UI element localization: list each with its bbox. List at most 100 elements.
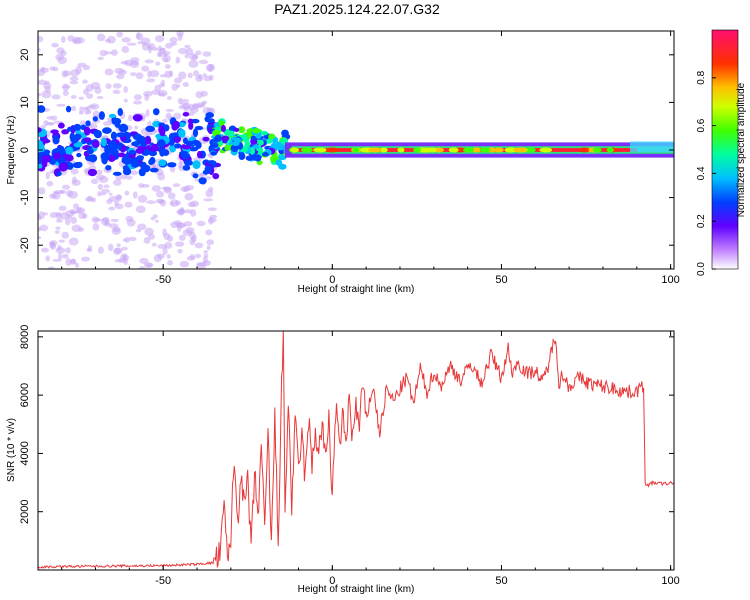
spectrogram-cell xyxy=(207,160,215,165)
snr-y-tick-label: 6000 xyxy=(19,383,31,407)
spectrogram-cell xyxy=(105,83,112,89)
spectrogram-cell xyxy=(579,147,590,153)
spectrogram-cell xyxy=(92,130,101,136)
spectrogram-cell xyxy=(112,179,122,186)
spectrogram-cell xyxy=(233,127,240,132)
spectrogram-cell xyxy=(111,144,119,149)
spectrogram-cell xyxy=(89,123,98,130)
spectrogram-cell xyxy=(325,147,339,153)
spectrogram-cell xyxy=(205,189,214,198)
spectrogram-cell xyxy=(136,32,144,41)
spectrogram-cell xyxy=(58,252,63,261)
spectrogram-cell xyxy=(177,128,186,138)
spectrogram-cell xyxy=(157,139,166,148)
spectrogram-cell xyxy=(123,98,128,103)
spectrogram-cell xyxy=(114,203,124,210)
spectrogram-cell xyxy=(177,71,187,80)
spectrogram-cell xyxy=(130,72,137,77)
spectrogram-cell xyxy=(206,239,215,246)
spectrogram-cell xyxy=(96,33,106,42)
spectrogram-cell xyxy=(479,147,491,153)
spectrogram-y-tick-label: 10 xyxy=(19,96,31,108)
spectrogram-cell xyxy=(178,47,188,55)
snr-plot-area xyxy=(38,331,674,570)
spectrogram-cell xyxy=(105,165,112,171)
spectrogram-cell xyxy=(46,115,54,120)
spectrogram-cell xyxy=(51,94,61,100)
spectrogram-cell xyxy=(121,246,128,251)
spectrogram-cell xyxy=(70,216,77,224)
spectrogram-cell xyxy=(51,42,59,48)
spectrogram-cell xyxy=(606,147,614,153)
spectrogram-cell xyxy=(202,51,212,57)
spectrogram-cell xyxy=(55,247,66,254)
spectrogram-cell xyxy=(92,223,100,231)
spectrogram-cell xyxy=(192,160,201,170)
spectrogram-cell xyxy=(221,135,230,142)
snr-y-label: SNR (10 * v/v) xyxy=(6,418,17,482)
spectrogram-cell xyxy=(118,69,127,76)
snr-y-tick-label: 2000 xyxy=(19,499,31,523)
spectrogram-cell xyxy=(196,220,206,227)
spectrogram-cell xyxy=(195,75,203,82)
spectrogram-cell xyxy=(175,222,186,228)
spectrogram-cell xyxy=(85,120,91,127)
spectrogram-cell xyxy=(183,159,194,166)
spectrogram-cell xyxy=(174,143,182,149)
spectrogram-cell xyxy=(82,79,88,84)
spectrogram-cell xyxy=(278,163,287,170)
spectrogram-cell xyxy=(47,266,56,269)
spectrogram-cell xyxy=(141,183,150,188)
spectrogram-cell xyxy=(65,146,74,155)
spectrogram-cell xyxy=(168,139,175,146)
spectrogram-cell xyxy=(266,138,273,144)
spectrogram-cell xyxy=(159,74,167,78)
spectrogram-cell xyxy=(52,258,62,262)
spectrogram-panel: -50 0 50 100 -20 -10 0 10 20 Height of straight … xyxy=(6,30,680,295)
spectrogram-cell xyxy=(54,230,60,234)
spectrogram-cell xyxy=(193,70,200,77)
spectrogram-cell xyxy=(67,126,74,132)
spectrogram-cell xyxy=(212,172,220,180)
snr-frame xyxy=(37,330,675,571)
spectrogram-cell xyxy=(86,148,94,155)
spectrogram-cell xyxy=(153,108,160,116)
spectrogram-cell xyxy=(153,254,163,263)
spectrogram-cell xyxy=(463,147,475,153)
spectrogram-cell xyxy=(110,131,118,141)
spectrogram-cell xyxy=(74,262,80,268)
spectrogram-cell xyxy=(176,31,184,37)
figure-title: PAZ1.2025.124.22.07.G32 xyxy=(274,1,440,17)
spectrogram-cell xyxy=(97,191,102,197)
spectrogram-cell xyxy=(260,130,269,136)
spectrogram-cell xyxy=(183,221,193,227)
spectrogram-cell xyxy=(41,160,48,168)
spectrogram-cell xyxy=(397,147,405,153)
spectrogram-cell xyxy=(72,203,80,210)
spectrogram-cell xyxy=(132,191,138,199)
spectrogram-cell xyxy=(148,159,154,165)
spectrogram-cell xyxy=(57,122,65,129)
spectrogram-cell xyxy=(103,184,110,189)
spectrogram-cell xyxy=(108,206,116,211)
spectrogram-cell xyxy=(154,35,165,43)
spectrogram-cell xyxy=(87,168,98,177)
spectrogram-cell xyxy=(72,36,82,45)
spectrogram-cell xyxy=(66,189,73,198)
spectrogram-cell xyxy=(176,84,181,88)
spectrogram-cell xyxy=(39,67,50,73)
spectrogram-cell xyxy=(149,167,159,173)
spectrogram-cell xyxy=(165,42,173,49)
spectrogram-cell xyxy=(112,171,122,176)
spectrogram-cell xyxy=(64,217,71,226)
spectrogram-cell xyxy=(71,179,81,186)
spectrogram-cell xyxy=(61,85,71,89)
spectrogram-cell xyxy=(137,194,148,203)
spectrogram-cell xyxy=(126,219,136,227)
spectrogram-cell xyxy=(53,190,63,194)
spectrogram-cell xyxy=(227,130,235,137)
spectrogram-cell xyxy=(70,94,77,100)
spectrogram-cell xyxy=(238,152,246,161)
spectrogram-cell xyxy=(69,69,80,77)
spectrogram-cell xyxy=(116,31,123,38)
